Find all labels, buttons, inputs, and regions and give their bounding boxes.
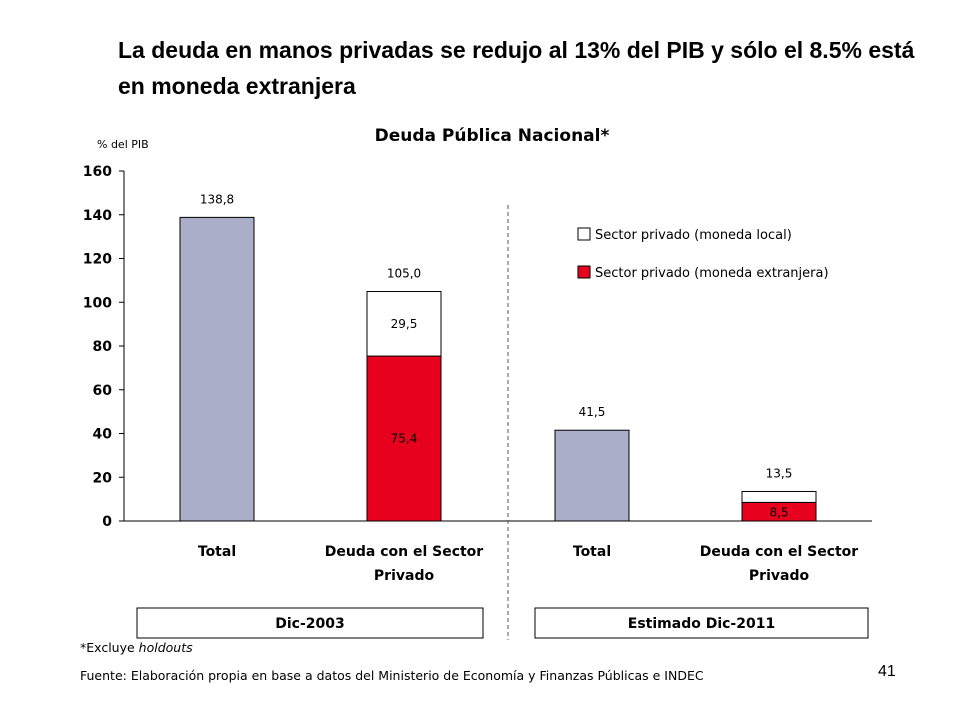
legend-swatch [577, 265, 591, 279]
x-category-label: Deuda con el Sector [700, 544, 859, 560]
source-note: Fuente: Elaboración propia en base a dat… [80, 668, 704, 683]
legend-label: Sector privado (moneda local) [595, 228, 792, 243]
bar-sector-privado-moneda-local [741, 490, 817, 503]
period-box [136, 607, 484, 639]
bar-total [554, 429, 630, 522]
slide-title: La deuda en manos privadas se redujo al … [118, 37, 915, 99]
y-tick-label: 80 [93, 339, 113, 355]
chart-title: Deuda Pública Nacional* [375, 126, 610, 146]
page-number: 41 [878, 663, 896, 680]
y-tick-label: 140 [83, 208, 112, 224]
data-labels: 138,8 105,0 29,5 75,4 41,5 13,5 8,5 [200, 192, 793, 519]
x-category-label: Privado [374, 568, 435, 584]
footnote: *Excluye holdouts [80, 640, 193, 655]
y-axis-unit-label: % del PIB [97, 138, 149, 151]
x-category-label: Deuda con el Sector [325, 544, 484, 560]
legend-swatch [577, 227, 591, 241]
total-label: 138,8 [200, 192, 234, 206]
y-axis: 0 20 40 60 80 100 120 140 160 [83, 164, 872, 640]
total-label: 41,5 [579, 405, 606, 419]
y-tick-label: 60 [93, 383, 113, 399]
local-currency-label: 29,5 [391, 317, 418, 331]
y-tick-label: 0 [102, 514, 112, 530]
x-category-label: Total [573, 544, 611, 560]
legend: Sector privado (moneda local) Sector priv… [577, 227, 829, 281]
chart-title-group: Deuda Pública Nacional* % del PIB [97, 126, 609, 151]
x-category-label: Total [198, 544, 236, 560]
total-label: 105,0 [387, 266, 421, 280]
period-groups: Dic-2003 Estimado Dic-2011 [136, 607, 869, 639]
footnote-italic: holdouts [138, 640, 193, 655]
foreign-currency-label: 75,4 [391, 432, 418, 446]
y-tick-label: 40 [93, 427, 113, 443]
bar-sector-privado-moneda-local [366, 291, 442, 357]
bars [179, 216, 817, 522]
y-tick-label: 100 [83, 295, 112, 311]
bar-total [179, 216, 255, 522]
period-label: Dic-2003 [275, 616, 345, 632]
legend-label: Sector privado (moneda extranjera) [595, 266, 829, 281]
y-tick-label: 120 [83, 252, 112, 268]
total-label: 13,5 [766, 466, 793, 480]
x-axis-categories: Total Deuda con el Sector Privado Total Deud… [198, 544, 858, 584]
footnote-prefix: *Excluye [80, 640, 139, 655]
bar-sector-privado-moneda-extranjera [366, 355, 442, 522]
period-box [534, 607, 869, 639]
y-tick-label: 20 [93, 470, 113, 486]
y-tick-label: 160 [83, 164, 112, 180]
foreign-currency-label: 8,5 [769, 506, 788, 520]
period-label: Estimado Dic-2011 [628, 616, 775, 632]
x-category-label: Privado [749, 568, 810, 584]
